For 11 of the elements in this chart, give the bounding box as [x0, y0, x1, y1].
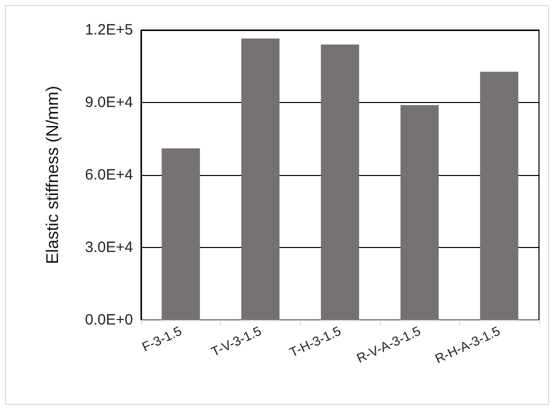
y-tick-label: 3.0E+4	[85, 239, 133, 256]
y-tick-label: 9.0E+4	[85, 94, 133, 111]
y-tick-label: 1.2E+5	[85, 22, 133, 38]
y-tick-label: 6.0E+4	[85, 166, 133, 184]
y-axis-title: Elastic stiffness (N/mm)	[43, 86, 62, 264]
bar	[320, 44, 360, 320]
bar	[480, 72, 518, 320]
y-tick-label: 0.0E+0	[85, 312, 133, 328]
bar	[241, 38, 280, 320]
bar	[162, 148, 200, 320]
bar	[400, 105, 439, 320]
